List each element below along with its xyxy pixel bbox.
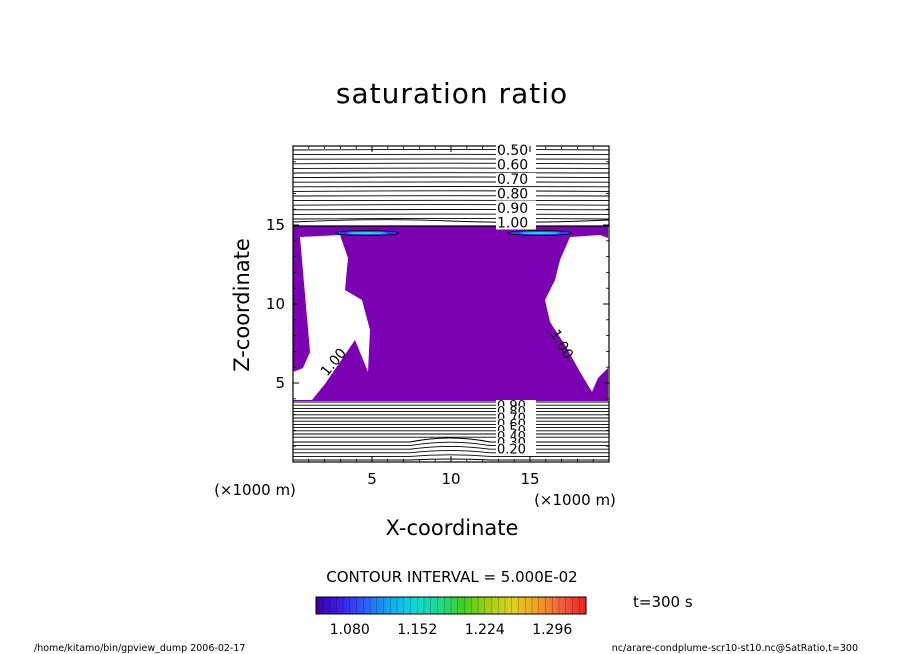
lower-contour-label-bg [496,400,536,411]
lower-contour-labels: 0.900.800.700.600.500.400.300.20 [496,399,536,457]
upper-contour-label: 0.70 [497,172,528,188]
upper-contour-label: 0.60 [497,158,528,174]
lower-contour-line [293,441,609,447]
upper-contour-line [292,204,610,206]
lower-contour-line [293,437,609,443]
x-tick-label: 5 [367,470,377,488]
y-tick-label: 5 [275,374,285,392]
upper-contour-label: 0.80 [497,187,528,203]
lower-contour-lines [293,401,609,461]
colorbar-tick-labels: 1.080 1.152 1.224 1.296 [330,622,573,638]
upper-contour-labels: 0.500.600.700.800.901.00 [496,143,536,232]
lower-contour-label-bg [496,443,536,455]
lower-contour-label-bg [496,418,536,430]
streak-core-right [520,232,560,234]
upper-contour-label-bg [496,216,536,230]
upper-contour-label: 0.50 [497,143,528,159]
lower-contour-line [293,450,609,454]
upper-contour-label-bg [496,202,536,215]
plot-area [292,145,610,463]
upper-contour-label-bg [496,144,536,157]
upper-contour-line [292,217,610,220]
lower-contour-label-bg [496,431,536,442]
x-tick-label: 10 [441,470,460,488]
lower-contour-line [293,454,609,457]
colorbar-tick-label: 1.080 [330,622,370,638]
y-tick-label: 15 [266,216,285,234]
colorbar-tick-label: 1.224 [465,622,505,638]
colorbar-tick-label: 1.152 [397,622,437,638]
upper-contour-label-bg [496,187,536,201]
upper-contour-lines [292,148,610,227]
contour-interval-text: CONTOUR INTERVAL = 5.000E-02 [326,568,577,586]
saturated-wedge-right [540,320,590,400]
footer-left: /home/kitamo/bin/gpview_dump 2006-02-17 [34,643,245,654]
y-unit-label: (×1000 m) [214,481,296,499]
colorbar [315,596,587,615]
upper-contour-line [292,176,610,179]
y-axis-ticks: 5 10 15 [266,161,609,447]
x-axis-title: X-coordinate [386,516,519,540]
upper-contour-label: 0.90 [497,201,528,217]
colorbar-tick-label: 1.296 [532,622,572,638]
y-tick-label: 10 [266,295,285,313]
x-tick-label: 15 [520,470,539,488]
upper-contour-line [292,190,610,192]
upper-contour-label-bg [496,158,536,172]
x-axis-ticks: 5 10 15 [308,146,594,488]
footer-right: nc/arare-condplume-scr10-st10.nc@SatRati… [612,643,858,654]
lower-contour-label: 0.20 [497,442,526,457]
time-label: t=300 s [633,593,693,611]
x-unit-label: (×1000 m) [534,491,616,509]
lower-contour-label-bg [496,437,536,449]
y-axis-title: Z-coordinate [230,238,254,372]
lower-contour-label-bg [496,412,536,424]
chart-title: saturation ratio [336,77,568,110]
lower-contour-line [293,445,609,450]
upper-contour-line [292,162,610,165]
upper-contour-label: 1.00 [497,216,528,232]
unsaturated-region-right [545,235,608,392]
saturated-region-fill [293,226,608,401]
unsaturated-region-left [293,235,370,400]
lower-contour-label-bg [496,424,536,436]
streak-core-left [347,232,387,234]
lower-contour-label-bg [496,406,536,418]
upper-contour-line [292,219,610,223]
lower-contour-line [293,458,609,461]
upper-contour-label-bg [496,173,536,186]
